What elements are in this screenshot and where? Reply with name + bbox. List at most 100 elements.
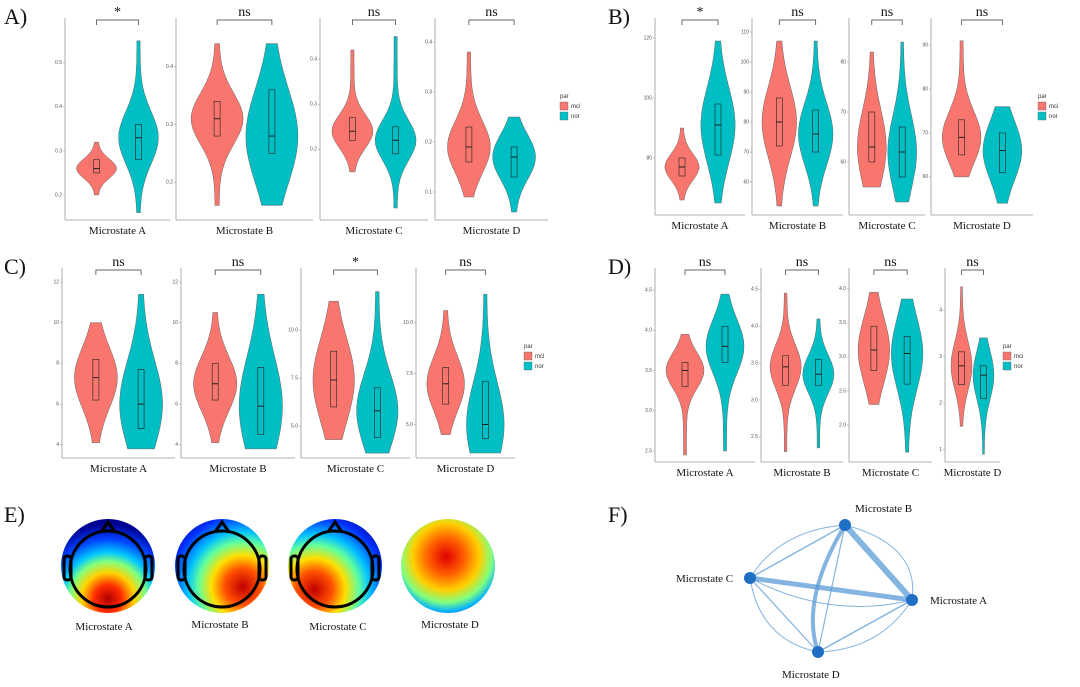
x-axis-label: Microstate C: [345, 225, 402, 237]
box: [92, 359, 100, 401]
y-tick-label: 10: [53, 320, 59, 326]
topomap: [175, 519, 269, 613]
y-tick-label: 3.5: [839, 320, 846, 326]
box: [812, 109, 820, 153]
legend-swatch: [523, 361, 533, 371]
violin: [190, 43, 244, 206]
x-axis-label: Microstate D: [437, 463, 495, 475]
x-axis-label: Microstate C: [862, 467, 919, 479]
y-tick-label: 0.3: [425, 89, 432, 95]
y-tick-label: 0.1: [425, 189, 432, 195]
node-label: Microstate D: [782, 669, 840, 681]
y-tick-label: 2.5: [751, 434, 758, 440]
y-tick-label: 100: [741, 59, 750, 65]
legend-label: mci: [1014, 354, 1023, 360]
topomap-label: Microstate D: [421, 619, 479, 631]
violin: [356, 291, 399, 454]
violin: [700, 40, 736, 204]
x-axis-label: Microstate C: [858, 220, 915, 232]
violin: [972, 337, 995, 455]
y-tick-label: 3.0: [751, 397, 758, 403]
y-tick-label: 0.3: [310, 102, 317, 108]
network-nodes: [744, 519, 918, 658]
box: [257, 367, 265, 435]
violin: [74, 322, 118, 444]
x-axis-label: Microstate A: [676, 467, 733, 479]
legend-label: mci: [1049, 104, 1058, 110]
violin: [426, 310, 465, 435]
violin: [950, 286, 973, 427]
y-tick-label: 4.5: [645, 287, 652, 293]
significance-bracket: [445, 269, 486, 275]
legend-label: nor: [1049, 114, 1058, 120]
topomap-label: Microstate B: [191, 619, 248, 631]
y-tick-label: 10: [172, 320, 178, 326]
y-tick-label: 0.2: [55, 192, 62, 198]
topomap-label: Microstate A: [75, 621, 132, 633]
y-tick-label: 8: [175, 361, 178, 367]
box: [268, 89, 276, 154]
box: [349, 117, 356, 141]
y-tick-label: 7.5: [406, 371, 413, 377]
panel-label: B): [608, 4, 630, 29]
y-tick-label: 4.5: [751, 287, 758, 293]
y-tick-label: 3: [939, 354, 942, 360]
violin: [941, 40, 982, 178]
y-tick-label: 1: [939, 447, 942, 453]
significance-bracket: [214, 269, 262, 275]
y-tick-label: 3.0: [839, 354, 846, 360]
box: [481, 381, 489, 440]
significance-bracket: [684, 269, 726, 275]
y-tick-label: 4: [175, 442, 178, 448]
y-tick-label: 0.4: [425, 39, 432, 45]
y-tick-label: 4.0: [839, 286, 846, 292]
box: [681, 362, 689, 387]
significance-label: *: [114, 5, 121, 20]
y-tick-label: 0.3: [166, 122, 173, 128]
significance-bracket: [961, 19, 1003, 25]
y-tick-label: 70: [743, 149, 749, 155]
significance-label: ns: [699, 255, 711, 270]
box: [868, 111, 876, 163]
x-axis-label: Microstate D: [463, 225, 521, 237]
violin: [193, 312, 238, 444]
y-tick-label: 7.5: [291, 375, 298, 381]
legend-swatch: [559, 111, 569, 121]
violin: [492, 116, 536, 213]
node-label: Microstate C: [676, 573, 733, 585]
significance-bracket: [96, 19, 139, 25]
y-tick-label: 60: [840, 159, 846, 165]
y-tick-label: 70: [840, 109, 846, 115]
y-tick-label: 3.5: [645, 368, 652, 374]
y-tick-label: 5.0: [406, 422, 413, 428]
legend-label: nor: [535, 364, 544, 370]
panel-label: A): [4, 4, 27, 29]
y-tick-label: 10.0: [288, 327, 298, 333]
legend-swatch: [523, 351, 533, 361]
panel-label: F): [608, 502, 628, 527]
significance-bracket: [871, 19, 903, 25]
significance-label: ns: [976, 5, 988, 20]
y-tick-label: 8: [56, 361, 59, 367]
y-tick-label: 3.5: [751, 360, 758, 366]
legend-label: mci: [535, 354, 544, 360]
y-tick-label: 4.0: [645, 328, 652, 334]
significance-label: ns: [112, 255, 124, 270]
y-tick-label: 6: [56, 401, 59, 407]
legend-title: par: [524, 344, 533, 350]
y-tick-label: 5.0: [291, 423, 298, 429]
y-tick-label: 80: [922, 86, 928, 92]
y-tick-label: 12: [172, 279, 178, 285]
y-tick-label: 0.4: [55, 104, 62, 110]
legend-label: nor: [571, 114, 580, 120]
violin: [857, 51, 887, 188]
legend-swatch: [1037, 111, 1047, 121]
significance-label: ns: [791, 5, 803, 20]
violin: [466, 293, 505, 454]
y-tick-label: 2.5: [645, 448, 652, 454]
topomap: [61, 519, 155, 613]
legend-swatch: [559, 101, 569, 111]
x-axis-label: Microstate B: [209, 463, 266, 475]
significance-label: ns: [485, 5, 497, 20]
